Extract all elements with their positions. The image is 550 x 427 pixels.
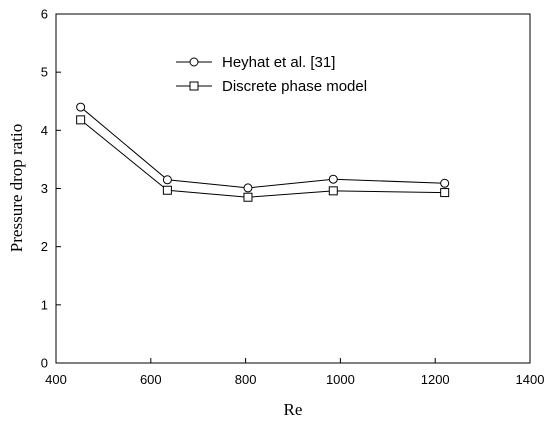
data-point-square — [328, 186, 338, 196]
series-line-0 — [80, 106, 445, 189]
legend-label-heyhat: Heyhat et al. [31] — [222, 54, 335, 71]
data-point-circle — [243, 183, 253, 193]
data-point-square — [440, 188, 450, 198]
data-point-square — [243, 192, 253, 202]
y-tick-label: 1 — [41, 297, 48, 312]
x-tick-label: 1200 — [421, 372, 450, 387]
data-point-circle — [328, 174, 338, 184]
data-point-square — [162, 185, 172, 195]
x-tick-label: 1400 — [516, 372, 545, 387]
series-layer — [76, 102, 450, 202]
legend-marker-circle — [189, 57, 199, 67]
data-point-circle — [440, 178, 450, 188]
y-tick-label: 5 — [41, 65, 48, 80]
legend-label-dpm: Discrete phase model — [222, 78, 367, 95]
x-tick-label: 800 — [235, 372, 257, 387]
y-tick-label: 4 — [41, 123, 48, 138]
series-line-1 — [80, 119, 445, 198]
x-tick-label: 1000 — [326, 372, 355, 387]
x-tick-label: 600 — [140, 372, 162, 387]
data-point-circle — [76, 102, 86, 112]
y-axis: 0 1 2 3 4 5 6 — [41, 7, 61, 371]
y-tick-label: 6 — [41, 7, 48, 22]
y-tick-label: 2 — [41, 239, 48, 254]
legend-marker-square — [189, 81, 199, 91]
data-point-square — [76, 115, 86, 125]
y-tick-label: 3 — [41, 181, 48, 196]
y-axis-label: Pressure drop ratio — [7, 124, 26, 252]
x-axis: 400 600 800 1000 1200 1400 — [45, 358, 544, 387]
x-tick-label: 400 — [45, 372, 67, 387]
x-axis-label: Re — [284, 400, 303, 419]
legend: Heyhat et al. [31] Discrete phase model — [176, 54, 367, 95]
y-tick-label: 0 — [41, 356, 48, 371]
data-point-circle — [162, 175, 172, 185]
